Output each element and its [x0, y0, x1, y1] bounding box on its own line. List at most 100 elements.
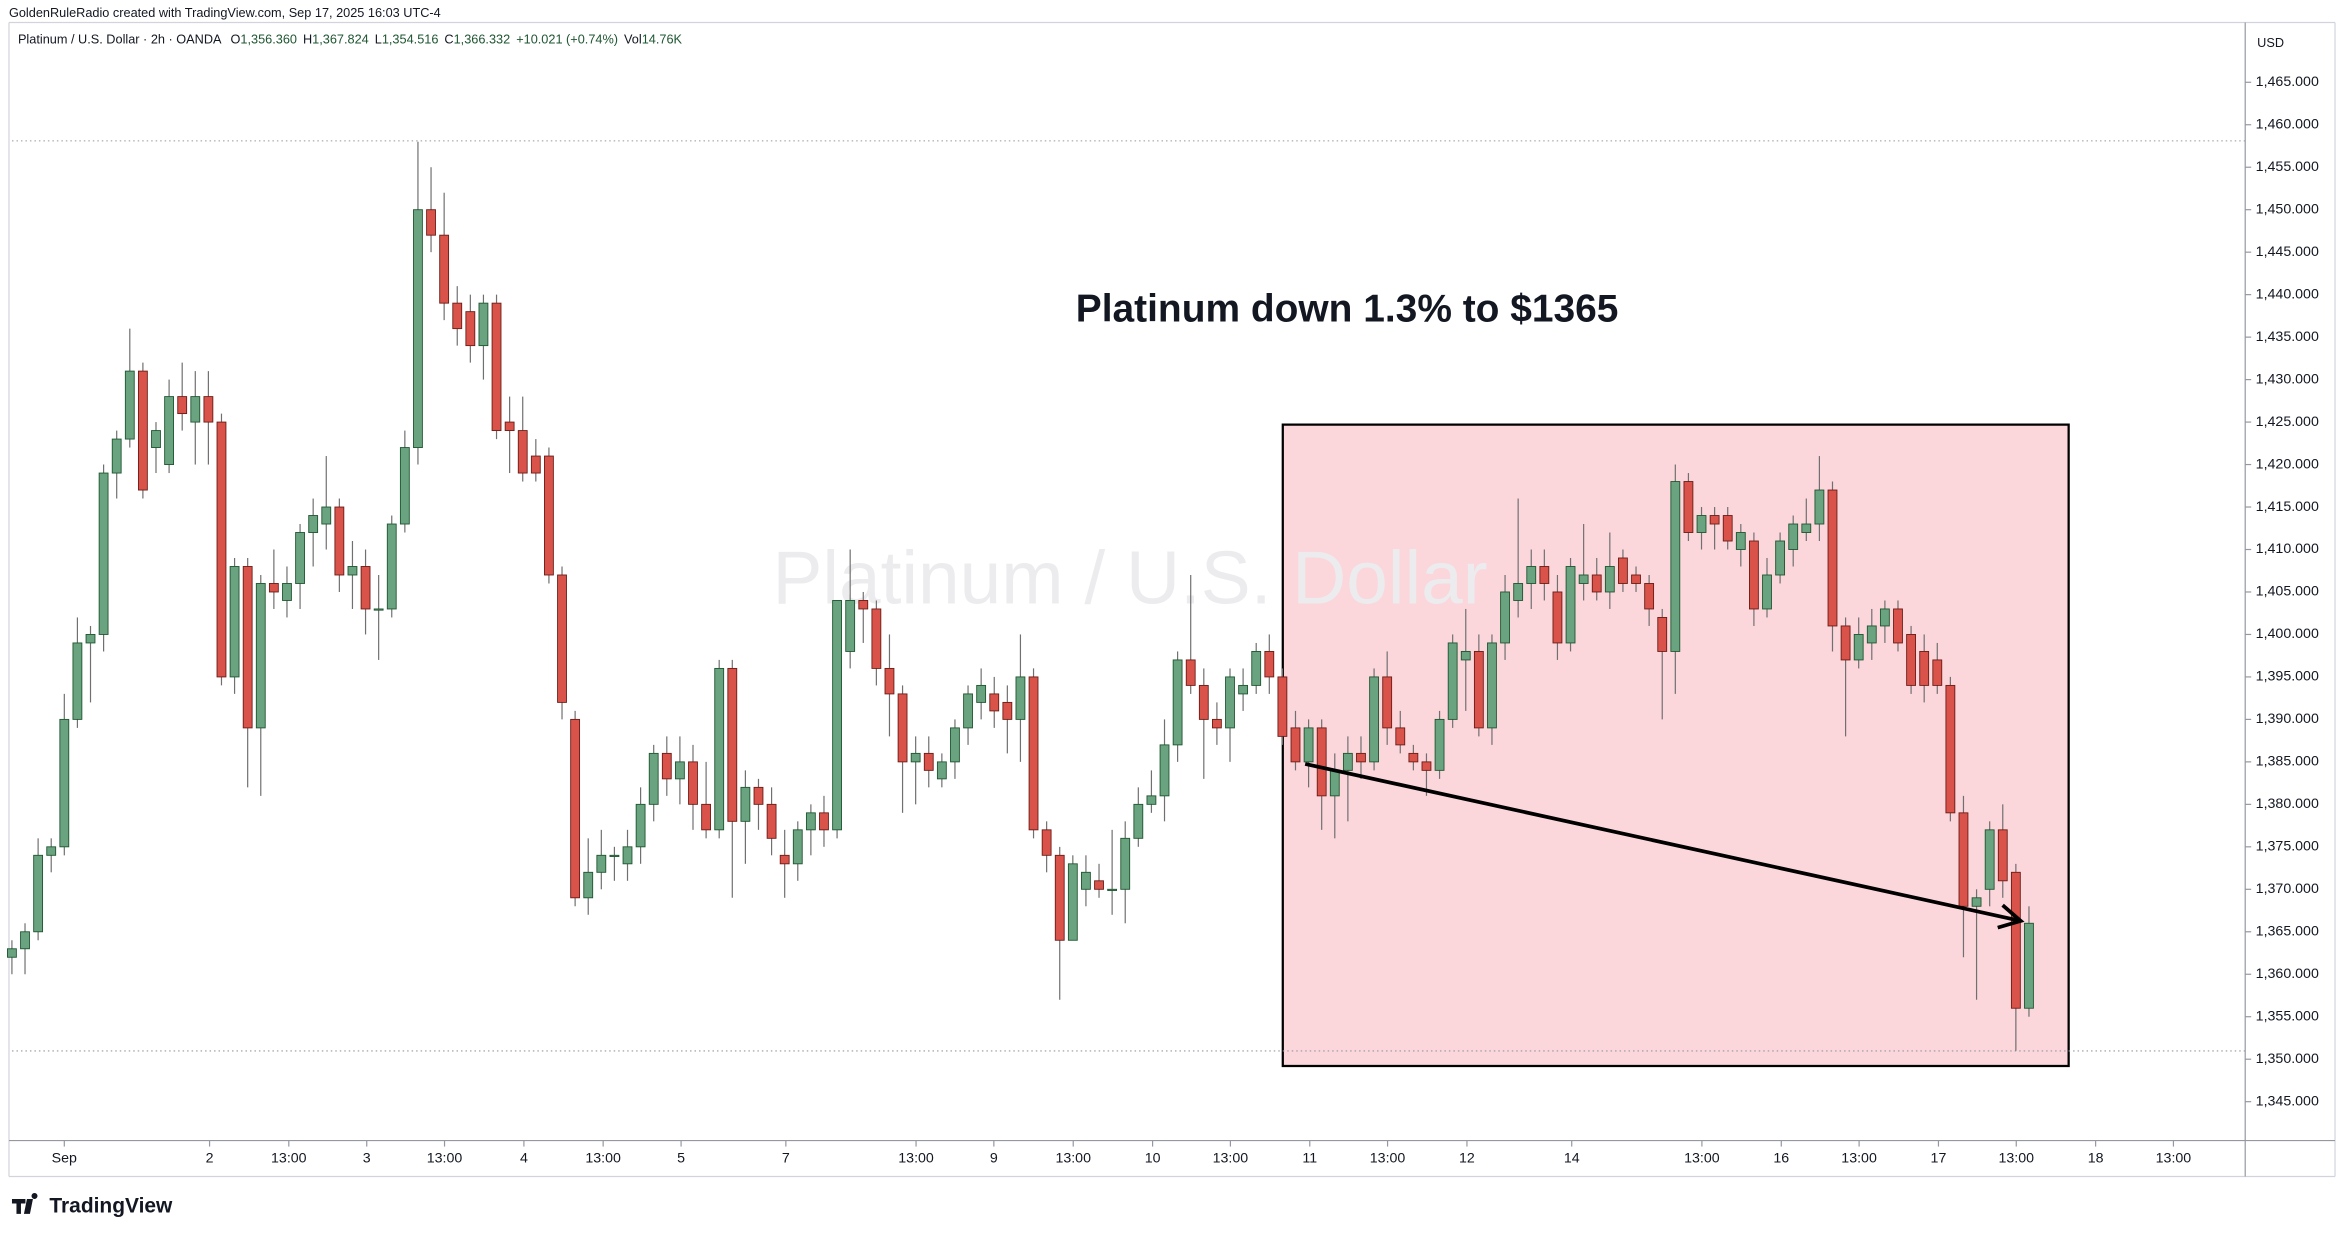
candle-body: [1316, 727, 1327, 797]
candle-body: [46, 846, 57, 856]
candle-body: [1408, 752, 1419, 763]
candle-body: [1696, 515, 1707, 533]
candle-body: [1657, 617, 1668, 652]
candle-body: [1513, 583, 1524, 601]
y-tick-label: 1,450.000: [2256, 201, 2319, 217]
currency-label: USD: [2257, 35, 2284, 50]
candle-body: [936, 761, 947, 780]
candle-body: [216, 421, 227, 678]
candle-body: [609, 854, 620, 857]
candle-body: [1172, 659, 1183, 746]
candle-body: [1473, 650, 1484, 729]
candle-body: [164, 396, 174, 465]
y-tick-label: 1,410.000: [2256, 541, 2319, 557]
candle-body: [714, 667, 725, 831]
candle-body: [1303, 727, 1314, 763]
candle-body: [910, 752, 921, 763]
candle-body: [1762, 574, 1772, 610]
candle-body: [1866, 625, 1877, 644]
candle-body: [1749, 540, 1759, 610]
candle-body: [1382, 676, 1393, 729]
candle-body: [1683, 481, 1694, 533]
candle-body: [1238, 684, 1249, 695]
legend-value: 1,367.824: [312, 32, 369, 47]
candle-body: [897, 693, 908, 763]
y-tick-label: 1,415.000: [2256, 499, 2319, 515]
candle-body: [963, 693, 973, 729]
x-tick-label: 14: [1564, 1150, 1580, 1166]
legend-value: 1,366.332: [454, 32, 511, 47]
candle-body: [1277, 676, 1288, 737]
x-tick-label: 13:00: [1998, 1150, 2034, 1166]
y-tick-label: 1,430.000: [2256, 371, 2319, 387]
candle-body: [2010, 871, 2021, 1009]
candle-body: [124, 370, 135, 440]
candle-body: [1906, 634, 1916, 686]
candle-body: [1185, 659, 1196, 686]
candle-body: [1107, 888, 1118, 891]
candle-body: [2024, 922, 2034, 1009]
y-tick-label: 1,395.000: [2256, 669, 2319, 685]
annotation: Platinum down 1.3% to $1365: [1076, 288, 1619, 331]
candle-body: [1002, 701, 1013, 720]
candle-body: [1591, 574, 1602, 593]
candle-body: [635, 803, 646, 848]
candle-body: [1054, 854, 1065, 941]
candle-body: [1146, 795, 1157, 805]
candle-body: [1342, 752, 1353, 771]
x-tick-label: 13:00: [1841, 1150, 1877, 1166]
y-tick-label: 1,400.000: [2256, 626, 2319, 642]
candle-body: [1945, 684, 1956, 814]
candle-body: [1198, 684, 1209, 720]
candle-body: [779, 854, 790, 865]
y-tick-label: 1,375.000: [2256, 839, 2319, 855]
candle-body: [452, 302, 463, 330]
candle-body: [1395, 727, 1406, 746]
candle-body: [399, 447, 410, 525]
watermark: Platinum / U.S. Dollar: [772, 536, 1487, 620]
candle-body: [242, 566, 253, 729]
candle-body: [1133, 803, 1144, 839]
candle-body: [1264, 650, 1275, 678]
legend-volume-value: 14.76K: [642, 32, 683, 47]
candle-body: [1460, 650, 1471, 661]
trend-arrow: [1304, 762, 2025, 930]
candle-body: [884, 667, 895, 695]
candle-body: [1081, 871, 1091, 890]
candle-body: [1212, 718, 1222, 729]
candle-body: [111, 438, 122, 474]
y-tick-label: 1,440.000: [2256, 286, 2319, 302]
candle-body: [1631, 574, 1641, 584]
candle-body: [190, 396, 201, 423]
x-tick-label: 13:00: [1055, 1150, 1091, 1166]
candle-body: [674, 761, 685, 780]
y-tick-label: 1,465.000: [2256, 74, 2319, 90]
candle-body: [282, 583, 292, 601]
legend-value: 1,356.360: [240, 32, 297, 47]
candle-body: [976, 684, 987, 703]
x-tick-label: 18: [2088, 1150, 2104, 1166]
candle-body: [1644, 583, 1655, 610]
candle-body: [478, 302, 489, 347]
y-tick-label: 1,345.000: [2256, 1093, 2319, 1109]
candle-body: [1971, 897, 1982, 907]
legend-label: H: [303, 32, 312, 47]
y-tick-label: 1,380.000: [2256, 796, 2319, 812]
candle-body: [308, 515, 319, 533]
candle-body: [268, 583, 279, 593]
x-tick-label: 7: [782, 1150, 790, 1166]
candle-body: [1722, 515, 1733, 542]
credit: GoldenRuleRadio created with TradingView…: [9, 5, 441, 20]
candle-body: [1997, 829, 2008, 882]
y-tick-label: 1,365.000: [2256, 924, 2319, 940]
candle-body: [1670, 481, 1681, 652]
y-tick-label: 1,355.000: [2256, 1008, 2319, 1024]
candle-body: [989, 693, 1000, 712]
candle-body: [648, 752, 659, 805]
candle-body: [858, 600, 869, 610]
candle-body: [727, 667, 738, 822]
candle-body: [491, 302, 502, 432]
legend-volume-label: Vol: [624, 32, 642, 47]
